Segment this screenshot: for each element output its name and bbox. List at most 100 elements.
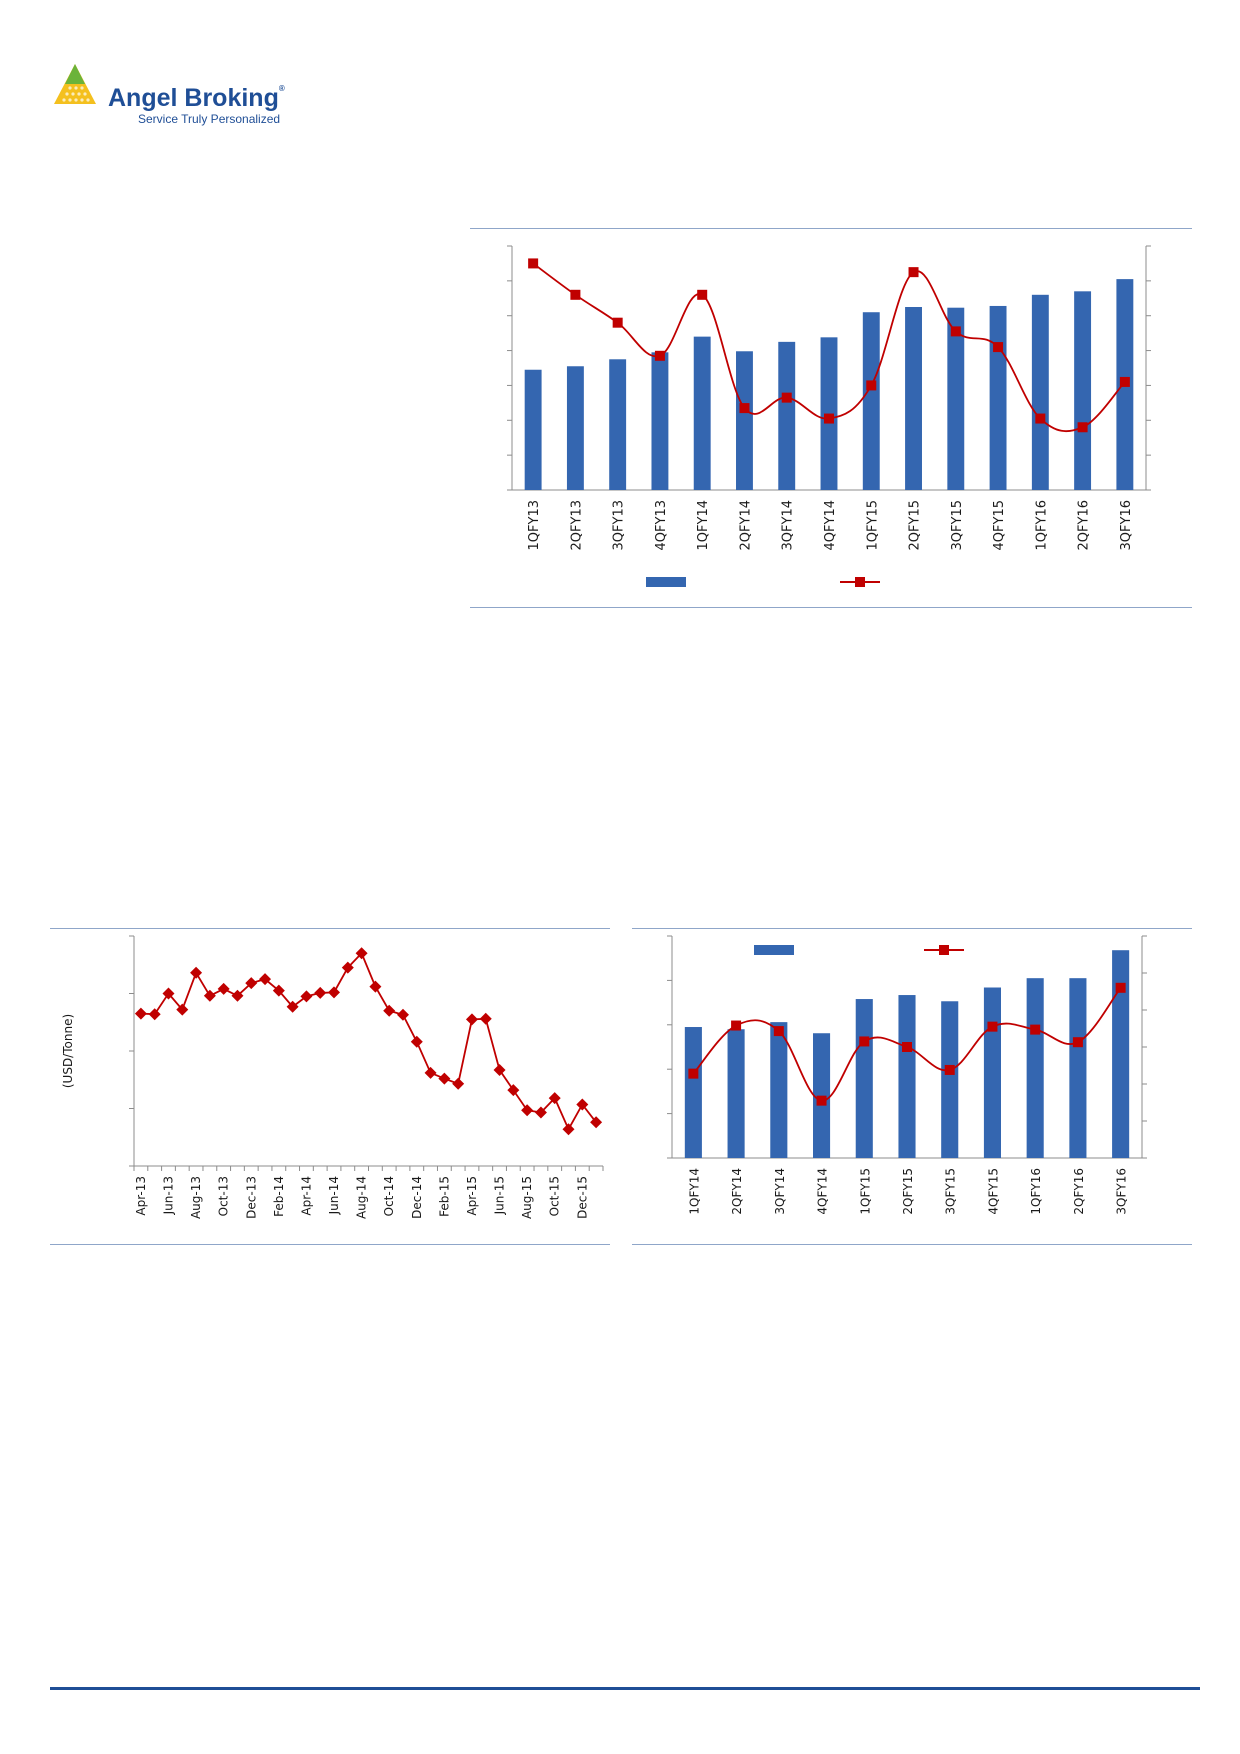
chart1-line-marker [1119, 376, 1130, 387]
monthly-price-line-chart: Apr-13 Jun-13 Aug-13 Oct-13 Dec-13 Feb-14 Apr-… [61, 935, 604, 1219]
chart2-line-marker [259, 973, 272, 986]
angel-broking-logo: Angel Broking® Service Truly Personalize… [50, 60, 310, 130]
chart1-category-label: 2QFY16 [1077, 500, 1092, 550]
chart1-category-label: 4QFY15 [992, 500, 1007, 550]
chart3-bar [684, 1027, 702, 1158]
chart1-category-label: 2QFY13 [569, 500, 584, 550]
chart1-line-marker [570, 289, 581, 300]
chart3-line-marker [1072, 1037, 1083, 1048]
chart3-category-label: 2QFY14 [730, 1168, 744, 1215]
chart2-line-marker [548, 1092, 561, 1105]
chart1-bar [566, 366, 584, 490]
chart2-x-label: Jun-13 [161, 1176, 175, 1215]
chart2-line-marker [148, 1008, 161, 1021]
chart3-category-label: 3QFY14 [773, 1168, 787, 1215]
chart3-line-marker [1115, 982, 1126, 993]
chart1-category-label: 3QFY13 [612, 500, 627, 550]
chart1-category-label: 4QFY14 [823, 500, 838, 550]
chart2-line-marker [134, 1007, 147, 1020]
chart3-category-label: 2QFY16 [1072, 1168, 1086, 1215]
chart2-line-marker [396, 1008, 409, 1021]
chart1-line-marker [824, 413, 834, 424]
chart2-line-marker [424, 1066, 437, 1079]
chart3-category-label: 1QFY15 [858, 1168, 872, 1215]
chart2-x-label: Feb-15 [437, 1176, 451, 1217]
chart1-line-marker [993, 342, 1004, 353]
chart2-x-label: Dec-15 [575, 1176, 589, 1219]
chart2-line-marker [534, 1106, 547, 1119]
chart2-x-label: Aug-13 [189, 1176, 203, 1219]
chart2-y-axis-label: (USD/Tonne) [61, 1014, 75, 1088]
chart2-line-marker [203, 989, 216, 1002]
chart3-bar [898, 995, 916, 1158]
chart3-bottom-rule [632, 1244, 1192, 1245]
chart1-bar [862, 312, 880, 490]
chart3-line-marker [1030, 1024, 1041, 1035]
chart1-line-marker [1035, 413, 1046, 424]
chart2-line-marker [438, 1072, 451, 1085]
chart1-category-label: 1QFY14 [696, 500, 711, 550]
chart1-bar [778, 341, 796, 490]
chart2-line-marker [328, 986, 341, 999]
chart3-line-marker [816, 1095, 827, 1106]
chart3-bar [1112, 950, 1130, 1158]
chart2-x-label: Dec-13 [244, 1176, 258, 1219]
chart2-line-marker [369, 980, 382, 993]
chart1-legend-line-marker [855, 577, 865, 587]
chart1-line-marker [950, 326, 961, 337]
chart1-line-marker [908, 267, 919, 278]
chart3-category-label: 1QFY14 [687, 1168, 701, 1215]
chart3-category-label: 3QFY15 [944, 1168, 958, 1215]
chart1-line-marker [528, 258, 539, 269]
chart1-bar [1031, 294, 1049, 490]
chart1-line-marker [866, 380, 877, 391]
chart3-bar [727, 1029, 745, 1158]
chart2-line-marker [479, 1012, 492, 1025]
chart2-line-marker [286, 1000, 299, 1013]
chart1-bar [693, 336, 711, 490]
chart2-x-label: Apr-15 [465, 1176, 479, 1216]
logo-triangle-icon [54, 64, 96, 104]
chart2-line-marker [410, 1035, 423, 1048]
chart3-bar [770, 1022, 788, 1158]
chart3-line-marker [731, 1020, 742, 1031]
chart3-bar [941, 1001, 959, 1158]
chart2-x-label: Jun-15 [493, 1176, 507, 1215]
chart1-line-marker [739, 403, 750, 414]
chart2-top-rule [50, 928, 610, 929]
chart3-bar [983, 987, 1001, 1158]
chart3-category-label: 2QFY15 [901, 1168, 915, 1215]
chart1-bar [989, 305, 1007, 490]
chart1-bar [905, 307, 922, 490]
chart2-line-marker [590, 1116, 603, 1129]
chart1-bar [609, 359, 627, 490]
chart2-line-marker [300, 990, 313, 1003]
chart1-bar [1074, 291, 1092, 490]
chart1-bar [651, 352, 669, 490]
chart2-line-marker [507, 1084, 520, 1097]
chart1-category-label: 2QFY15 [908, 500, 923, 550]
chart1-bar [947, 307, 965, 490]
chart2-x-label: Jun-14 [327, 1176, 341, 1215]
chart3-line-marker [902, 1042, 912, 1052]
chart3-category-label: 1QFY16 [1029, 1168, 1043, 1215]
brand-name: Angel Broking® [108, 84, 285, 112]
chart2-line-marker [245, 977, 258, 990]
chart3-bar [813, 1033, 831, 1158]
chart2-line-marker [217, 982, 230, 995]
chart3-line-marker [944, 1064, 955, 1075]
quarterly-bar-line-chart-top: 1QFY13 2QFY13 3QFY13 4QFY13 1QFY14 2QFY14 3QFY… [507, 245, 1151, 587]
chart2-line-marker [383, 1004, 396, 1017]
chart3-line-marker [859, 1036, 870, 1047]
chart2-line-marker [272, 984, 285, 997]
chart2-line-marker [493, 1063, 506, 1076]
chart3-line-marker [688, 1068, 699, 1079]
chart2-bottom-rule [50, 1244, 610, 1245]
chart1-line-marker [781, 392, 792, 403]
chart3-line-marker [773, 1026, 784, 1037]
chart3-legend-bar-swatch [754, 945, 794, 955]
chart1-category-label: 2QFY14 [738, 500, 753, 550]
chart2-line-series [140, 951, 597, 1132]
chart2-x-label: Apr-13 [134, 1176, 148, 1216]
chart3-legend-line-marker [939, 945, 949, 955]
